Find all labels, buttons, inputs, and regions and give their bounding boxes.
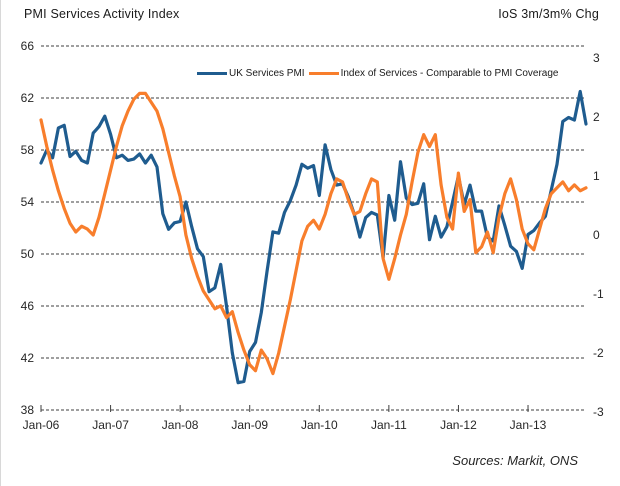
right-axis-tick-label: 0: [593, 228, 600, 242]
x-axis-tick-label: Jan-10: [300, 418, 338, 432]
left-axis-tick-label: 50: [20, 247, 34, 261]
series-line-left: [39, 89, 588, 385]
legend: UK Services PMI Index of Services - Comp…: [197, 68, 558, 79]
left-axis-tick-label: 46: [20, 299, 34, 313]
legend-label-ios: Index of Services - Comparable to PMI Co…: [340, 68, 559, 79]
x-axis-tick-label: Jan-12: [440, 418, 477, 432]
left-axis-title: PMI Services Activity Index: [24, 7, 180, 21]
left-axis-tick-label: 58: [20, 143, 34, 157]
ios-line-swatch-icon: [308, 72, 339, 75]
x-axis-tick-label: Jan-06: [22, 418, 60, 432]
x-axis-tick-label: Jan-07: [92, 418, 129, 432]
left-axis-tick-label: 42: [20, 351, 34, 365]
right-axis-title: IoS 3m/3m% Chg: [498, 7, 599, 21]
x-axis-tick-label: Jan-08: [161, 418, 199, 432]
source-note: Sources: Markit, ONS: [452, 453, 578, 468]
x-axis-tick-label: Jan-09: [231, 418, 269, 432]
left-axis-tick-label: 66: [20, 39, 34, 53]
x-axis-tick-label: Jan-11: [370, 418, 407, 432]
left-axis-tick-label: 38: [20, 403, 34, 417]
right-axis-tick-label: -1: [593, 287, 604, 301]
right-axis-tick-label: 2: [593, 110, 600, 124]
left-axis-tick-label: 54: [20, 195, 34, 209]
pmi-line-swatch-icon: [197, 72, 227, 75]
series-line-right: [39, 91, 588, 376]
right-axis-tick-label: -2: [593, 346, 604, 360]
legend-label-pmi: UK Services PMI: [229, 68, 305, 79]
right-axis-tick-label: 3: [593, 51, 600, 65]
left-axis-tick-label: 62: [20, 91, 34, 105]
x-axis-tick-label: Jan-13: [509, 418, 547, 432]
legend-item-ios: Index of Services - Comparable to PMI Co…: [308, 68, 559, 79]
legend-item-pmi: UK Services PMI: [197, 68, 305, 79]
right-axis-tick-label: -3: [593, 405, 604, 419]
right-axis-tick-label: 1: [593, 169, 600, 183]
